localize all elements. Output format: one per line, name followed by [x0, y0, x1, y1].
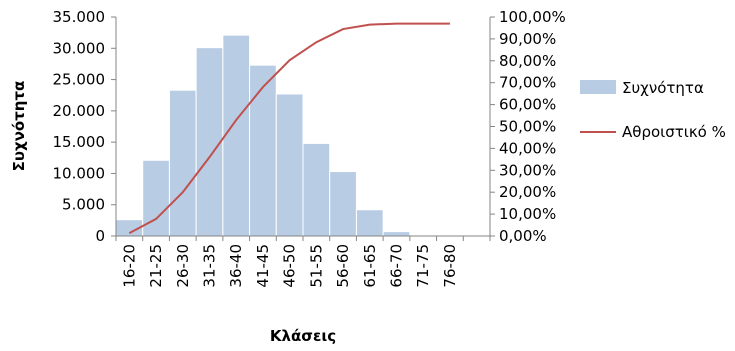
x-tick-label: 16-20 — [120, 244, 138, 288]
x-tick-label: 31-35 — [201, 244, 219, 288]
legend-label-bars: Συχνότητα — [622, 79, 704, 97]
y-tick-label: 25.000 — [53, 71, 106, 89]
y2-tick-label: 60,00% — [499, 96, 556, 114]
y2-tick-label: 50,00% — [499, 118, 556, 136]
x-tick-label: 61-65 — [361, 244, 379, 288]
bar-41-45 — [249, 64, 277, 237]
bar-56-60 — [329, 171, 357, 237]
bar-31-35 — [195, 47, 224, 237]
x-tick-label: 71-75 — [414, 244, 432, 288]
bar-36-40 — [222, 34, 251, 237]
x-tick-label: 56-60 — [334, 244, 352, 288]
y-tick-label: 5.000 — [62, 196, 105, 214]
bar-51-55 — [302, 142, 331, 237]
cumulative-line — [128, 22, 450, 235]
x-axis-title: Κλάσεις — [270, 327, 336, 345]
y-tick-label: 10.000 — [53, 164, 106, 182]
x-tick-label: 26-30 — [174, 244, 192, 288]
y2-tick-label: 10,00% — [499, 205, 556, 223]
y-axis-title: Συχνότητα — [10, 81, 28, 172]
x-tick-label: 41-45 — [254, 244, 272, 288]
y2-tick-label: 90,00% — [499, 30, 556, 48]
y-tick-label: 0 — [95, 227, 105, 245]
x-tick-label: 51-55 — [307, 244, 325, 288]
axes-layer — [111, 16, 495, 241]
bar-66-70 — [382, 231, 411, 237]
x-tick-label: 21-25 — [147, 244, 165, 288]
x-tick-label: 46-50 — [281, 244, 299, 288]
y2-tick-label: 100,00% — [499, 8, 566, 26]
legend-swatch-bars — [580, 80, 616, 94]
y2-tick-label: 30,00% — [499, 161, 556, 179]
bar-26-30 — [168, 89, 197, 237]
line-layer — [128, 22, 450, 235]
y-tick-label: 30.000 — [53, 39, 106, 57]
y2-tick-label: 0,00% — [499, 227, 547, 245]
y2-tick-label: 80,00% — [499, 52, 556, 70]
legend: Συχνότητα Αθροιστικό % — [580, 79, 726, 141]
y-tick-label: 20.000 — [53, 102, 106, 120]
legend-label-line: Αθροιστικό % — [622, 123, 726, 141]
bars-layer — [115, 34, 411, 237]
y2-tick-label: 20,00% — [499, 183, 556, 201]
y-tick-label: 35.000 — [53, 8, 106, 26]
y2-tick-label: 70,00% — [499, 74, 556, 92]
y2-tick-label: 40,00% — [499, 139, 556, 157]
x-tick-label: 66-70 — [388, 244, 406, 288]
x-tick-label: 76-80 — [441, 244, 459, 288]
bar-61-65 — [355, 209, 384, 237]
bar-46-50 — [275, 93, 304, 237]
x-tick-label: 36-40 — [227, 244, 245, 288]
ticks-layer: 35.000 30.000 25.000 20.000 15.000 10.000 5.00… — [53, 8, 566, 288]
y-tick-label: 15.000 — [53, 133, 106, 151]
